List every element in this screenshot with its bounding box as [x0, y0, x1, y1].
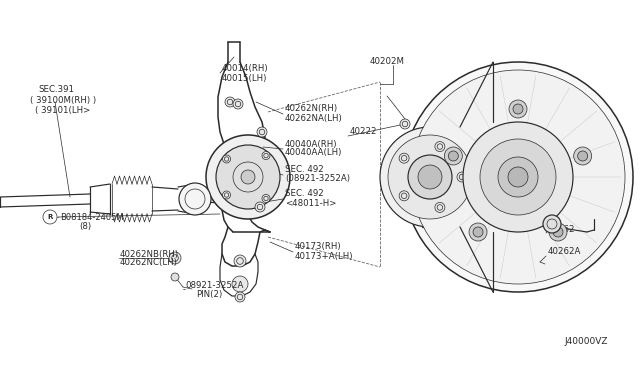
- Circle shape: [388, 135, 472, 219]
- Circle shape: [408, 155, 452, 199]
- Circle shape: [400, 119, 410, 129]
- Text: 40014(RH): 40014(RH): [222, 64, 269, 74]
- Circle shape: [418, 165, 442, 189]
- Circle shape: [234, 255, 246, 267]
- Circle shape: [179, 183, 211, 215]
- Circle shape: [473, 227, 483, 237]
- Circle shape: [513, 104, 523, 114]
- Circle shape: [553, 227, 563, 237]
- Text: B08184-2405M: B08184-2405M: [60, 212, 124, 221]
- Circle shape: [449, 151, 458, 161]
- Circle shape: [216, 145, 280, 209]
- Text: J40000VZ: J40000VZ: [564, 337, 607, 346]
- Circle shape: [380, 127, 480, 227]
- Circle shape: [399, 153, 409, 163]
- Circle shape: [463, 122, 573, 232]
- Circle shape: [444, 147, 462, 165]
- Text: ( 39101(LH>: ( 39101(LH>: [35, 106, 90, 115]
- Text: 40262NC(LH): 40262NC(LH): [120, 259, 178, 267]
- Text: 40262NA(LH): 40262NA(LH): [285, 113, 343, 122]
- Circle shape: [223, 155, 230, 163]
- Circle shape: [480, 139, 556, 215]
- Text: 40040A(RH): 40040A(RH): [285, 140, 337, 148]
- Text: ( 39100M(RH) ): ( 39100M(RH) ): [30, 96, 96, 105]
- Circle shape: [403, 62, 633, 292]
- Text: 40207: 40207: [490, 153, 518, 161]
- Text: SEC.391: SEC.391: [38, 86, 74, 94]
- Circle shape: [411, 70, 625, 284]
- Text: 40262N(RH): 40262N(RH): [285, 105, 338, 113]
- Circle shape: [508, 167, 528, 187]
- Text: <48011-H>: <48011-H>: [285, 199, 337, 208]
- Circle shape: [509, 100, 527, 118]
- Text: 40262A: 40262A: [548, 247, 581, 257]
- Circle shape: [169, 252, 181, 264]
- Text: 40262: 40262: [548, 224, 575, 234]
- Text: 40015(LH): 40015(LH): [222, 74, 268, 83]
- Circle shape: [543, 215, 561, 233]
- Circle shape: [223, 191, 230, 199]
- Circle shape: [171, 273, 179, 281]
- Circle shape: [233, 99, 243, 109]
- Circle shape: [255, 202, 265, 212]
- Circle shape: [241, 170, 255, 184]
- Circle shape: [206, 135, 290, 219]
- Text: (08921-3252A): (08921-3252A): [285, 174, 350, 183]
- Circle shape: [573, 147, 591, 165]
- Text: 40173(RH): 40173(RH): [295, 243, 342, 251]
- Text: 40173+A(LH): 40173+A(LH): [295, 251, 353, 260]
- Text: 40040AA(LH): 40040AA(LH): [285, 148, 342, 157]
- Circle shape: [578, 151, 588, 161]
- Circle shape: [262, 195, 270, 202]
- Text: SEC. 492: SEC. 492: [285, 189, 324, 199]
- Text: PIN(2): PIN(2): [196, 291, 222, 299]
- Circle shape: [435, 202, 445, 212]
- Text: SEC. 492: SEC. 492: [285, 166, 324, 174]
- Text: 40222: 40222: [350, 128, 378, 137]
- Circle shape: [498, 157, 538, 197]
- Circle shape: [399, 191, 409, 201]
- Text: (8): (8): [79, 222, 91, 231]
- Circle shape: [549, 223, 567, 241]
- Circle shape: [225, 97, 235, 107]
- Text: 40262NB(RH): 40262NB(RH): [120, 250, 179, 259]
- Circle shape: [457, 172, 467, 182]
- Circle shape: [262, 151, 270, 160]
- Circle shape: [469, 223, 487, 241]
- Circle shape: [235, 292, 245, 302]
- Circle shape: [435, 142, 445, 151]
- Text: 08921-3252A: 08921-3252A: [185, 282, 243, 291]
- Circle shape: [232, 276, 248, 292]
- Text: R: R: [47, 214, 52, 220]
- Text: 40202M: 40202M: [370, 58, 405, 67]
- Circle shape: [257, 127, 267, 137]
